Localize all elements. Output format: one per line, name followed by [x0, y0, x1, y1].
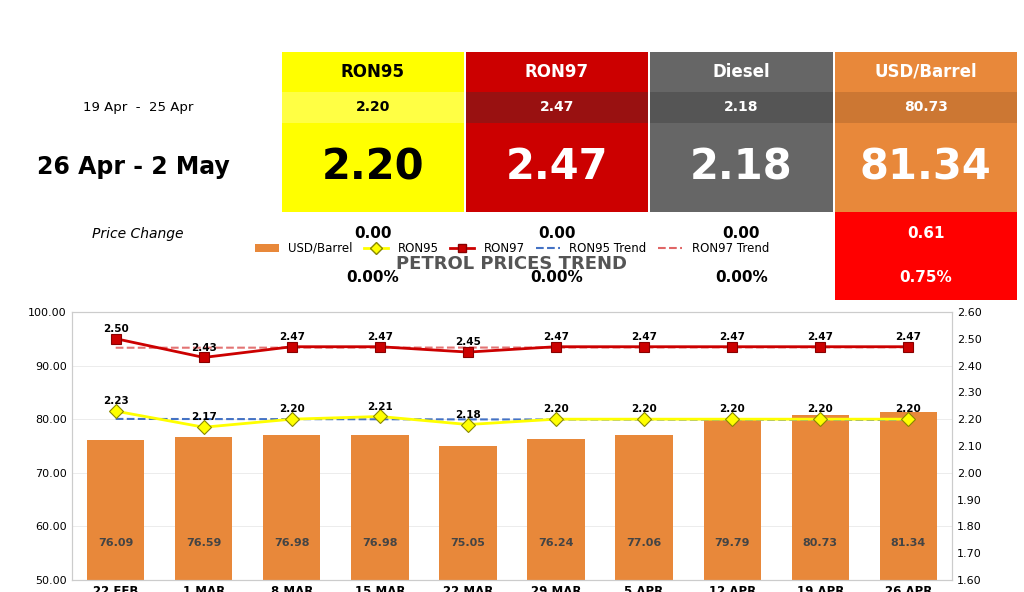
Bar: [650, 212, 833, 256]
Text: Diesel: Diesel: [713, 63, 770, 81]
Text: 76.24: 76.24: [539, 538, 573, 548]
Text: PETROL PRICES TREND: PETROL PRICES TREND: [396, 255, 628, 272]
Bar: [650, 52, 833, 92]
Text: 2.23: 2.23: [102, 396, 129, 406]
Text: 0.61: 0.61: [907, 226, 944, 242]
Text: 2.47: 2.47: [807, 332, 834, 342]
Text: 76.98: 76.98: [274, 538, 309, 548]
Text: 0.00%: 0.00%: [346, 271, 399, 285]
Bar: [650, 256, 833, 300]
Text: 2.47: 2.47: [543, 332, 569, 342]
Bar: [466, 212, 648, 256]
Text: 2.20: 2.20: [322, 146, 424, 188]
Bar: [527, 439, 585, 592]
Bar: [87, 440, 144, 592]
Text: 0.00: 0.00: [354, 226, 391, 242]
Legend: USD/Barrel, RON95, RON97, RON95 Trend, RON97 Trend: USD/Barrel, RON95, RON97, RON95 Trend, R…: [251, 237, 773, 260]
Text: 2.20: 2.20: [355, 100, 390, 114]
Text: 19 Apr  -  25 Apr: 19 Apr - 25 Apr: [83, 101, 194, 114]
Text: 2.18: 2.18: [690, 146, 793, 188]
Bar: [175, 437, 232, 592]
Text: 2.50: 2.50: [102, 324, 129, 334]
Text: 2.47: 2.47: [719, 332, 745, 342]
Bar: [282, 212, 464, 256]
Bar: [650, 123, 833, 212]
Text: 2.20: 2.20: [719, 404, 745, 414]
Bar: [466, 52, 648, 92]
Text: 2.47: 2.47: [506, 146, 608, 188]
Text: 2.45: 2.45: [455, 337, 481, 348]
Text: 76.59: 76.59: [186, 538, 221, 548]
Bar: [282, 123, 464, 212]
Bar: [880, 412, 937, 592]
Bar: [263, 435, 321, 592]
Bar: [792, 415, 849, 592]
Bar: [650, 92, 833, 123]
Bar: [835, 256, 1017, 300]
Text: 2.18: 2.18: [724, 100, 759, 114]
Text: 0.75%: 0.75%: [899, 271, 952, 285]
Bar: [351, 435, 409, 592]
Text: 2.21: 2.21: [367, 401, 393, 411]
Text: www.MyPF.my: www.MyPF.my: [26, 17, 145, 35]
Text: 2.20: 2.20: [807, 404, 834, 414]
Text: 2.47: 2.47: [895, 332, 922, 342]
Text: 76.09: 76.09: [98, 538, 133, 548]
Bar: [835, 123, 1017, 212]
Bar: [282, 256, 464, 300]
Text: RON97: RON97: [525, 63, 589, 81]
Text: 2.43: 2.43: [190, 343, 217, 353]
Text: 0.00%: 0.00%: [715, 271, 768, 285]
Text: 2.47: 2.47: [279, 332, 305, 342]
Text: 75.05: 75.05: [451, 538, 485, 548]
Text: 80.73: 80.73: [904, 100, 947, 114]
Bar: [466, 92, 648, 123]
Text: USD/Barrel: USD/Barrel: [874, 63, 977, 81]
Text: 0.00%: 0.00%: [530, 271, 584, 285]
Text: 0.00: 0.00: [539, 226, 575, 242]
Bar: [703, 420, 761, 592]
Bar: [466, 123, 648, 212]
Text: 81.34: 81.34: [891, 538, 926, 548]
Bar: [282, 52, 464, 92]
Bar: [835, 52, 1017, 92]
Text: 2.17: 2.17: [190, 413, 217, 422]
Text: 26 Apr - 2 May: 26 Apr - 2 May: [37, 155, 229, 179]
Text: RON95: RON95: [341, 63, 404, 81]
Text: 76.98: 76.98: [362, 538, 397, 548]
Text: 2.18: 2.18: [455, 410, 481, 420]
Text: Price Change: Price Change: [92, 227, 184, 241]
Text: 2.20: 2.20: [631, 404, 657, 414]
Text: 2.20: 2.20: [895, 404, 922, 414]
Text: 2.47: 2.47: [367, 332, 393, 342]
Bar: [835, 92, 1017, 123]
Bar: [466, 256, 648, 300]
Text: 0.00: 0.00: [723, 226, 760, 242]
Text: 2.47: 2.47: [631, 332, 657, 342]
Text: 2.47: 2.47: [540, 100, 574, 114]
Bar: [439, 446, 497, 592]
Text: 2.20: 2.20: [543, 404, 569, 414]
Text: 77.06: 77.06: [627, 538, 662, 548]
Text: 2.20: 2.20: [279, 404, 305, 414]
Bar: [835, 212, 1017, 256]
Text: Latest Petrol Prices in Malaysia ⛽: Latest Petrol Prices in Malaysia ⛽: [362, 14, 805, 38]
Bar: [282, 92, 464, 123]
Text: 81.34: 81.34: [860, 146, 991, 188]
Text: 80.73: 80.73: [803, 538, 838, 548]
Bar: [615, 435, 673, 592]
Text: 79.79: 79.79: [715, 538, 750, 548]
